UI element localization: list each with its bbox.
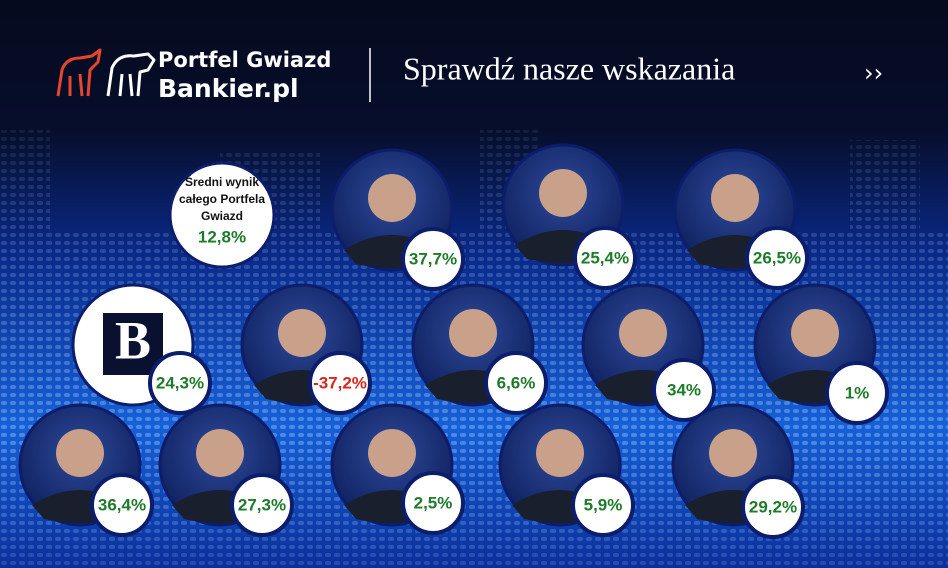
content: Średni wynik całego Portfela Gwiazd 12,8% 37…	[18, 143, 889, 539]
value-label: 36,4%	[98, 495, 146, 514]
summary-text: Gwiazd	[201, 209, 243, 223]
value-bubble	[148, 351, 212, 415]
summary-text: całego Portfela	[179, 192, 265, 206]
expert: 2,5%	[330, 403, 465, 535]
logo-icon	[56, 48, 156, 97]
logo-title: Portfel Gwiazd	[158, 48, 331, 72]
value-label: 24,3%	[156, 373, 204, 392]
value-bubble	[230, 473, 294, 537]
cta-arrow[interactable]: ››	[864, 59, 883, 87]
logo-letter: B	[115, 310, 151, 370]
expert: 29,2%	[671, 403, 805, 539]
value-bubble	[745, 226, 809, 290]
value-label: -37,2%	[313, 373, 367, 392]
portrait-head	[56, 429, 104, 477]
portrait-head	[619, 309, 667, 357]
value-label: 6,6%	[497, 373, 536, 392]
expert: 6,6%	[411, 283, 548, 415]
value-bubble	[652, 358, 716, 422]
value-label: 26,5%	[753, 248, 801, 267]
portrait-head	[368, 429, 416, 477]
portrait-head	[449, 309, 497, 357]
portrait-head	[536, 429, 584, 477]
expert: 27,3%	[158, 403, 294, 537]
portrait-head	[711, 174, 759, 222]
value-bubble	[401, 227, 465, 291]
expert: -37,2%	[240, 283, 372, 415]
expert: 26,5%	[673, 148, 809, 290]
expert: 34%	[581, 283, 716, 422]
logo-frame	[103, 313, 163, 375]
expert: 1%	[753, 283, 889, 425]
value-bubble	[825, 361, 889, 425]
value-label: 5,9%	[584, 495, 623, 514]
value-bubble	[571, 473, 635, 537]
portrait-head	[539, 169, 587, 217]
logo-brand: Bankier.pl	[158, 74, 299, 103]
summary-text: Średni wynik	[185, 174, 259, 189]
value-label: 37,7%	[409, 249, 457, 268]
summary-bubble	[168, 161, 276, 269]
value-bubble	[308, 351, 372, 415]
expert: 36,4%	[18, 403, 154, 537]
expert: 25,4%	[501, 143, 637, 290]
value-label: 1%	[845, 383, 870, 402]
portrait-head	[196, 429, 244, 477]
value-label: 2,5%	[414, 493, 453, 512]
value-bubble	[741, 475, 805, 539]
portrait-head	[791, 309, 839, 357]
portrait-head	[709, 429, 757, 477]
portrait-head	[368, 174, 416, 222]
expert: 37,7%	[330, 148, 465, 291]
tagline[interactable]: Sprawdź nasze wskazania	[403, 50, 735, 86]
value-label: 29,2%	[749, 497, 797, 516]
value-label: 34%	[667, 380, 701, 399]
value-bubble	[401, 471, 465, 535]
value-bubble	[90, 473, 154, 537]
value-label: 27,3%	[238, 495, 286, 514]
value-bubble	[573, 226, 637, 290]
value-bubble	[484, 351, 548, 415]
portrait-head	[278, 309, 326, 357]
expert: B 24,3%	[71, 283, 212, 415]
value-label: 25,4%	[581, 248, 629, 267]
summary-value: 12,8%	[198, 227, 246, 246]
expert: 5,9%	[498, 403, 635, 537]
